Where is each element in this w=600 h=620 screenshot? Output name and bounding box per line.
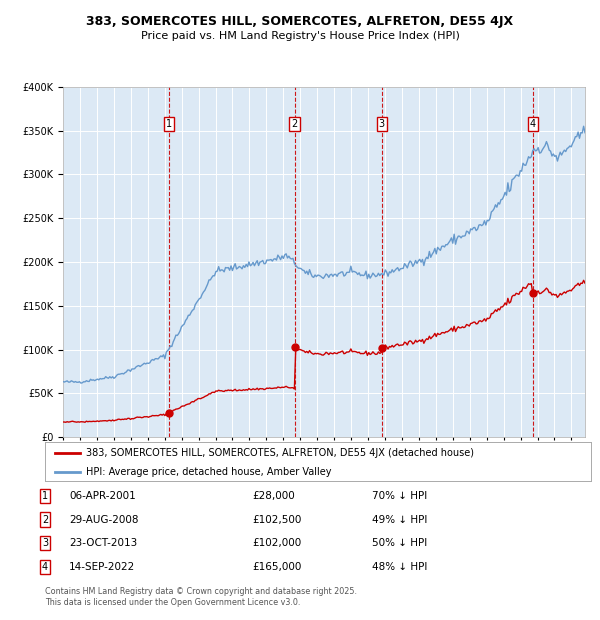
Text: HPI: Average price, detached house, Amber Valley: HPI: Average price, detached house, Ambe… <box>86 467 331 477</box>
Text: 06-APR-2001: 06-APR-2001 <box>69 491 136 501</box>
Text: 14-SEP-2022: 14-SEP-2022 <box>69 562 135 572</box>
Text: 1: 1 <box>166 118 172 128</box>
Text: 50% ↓ HPI: 50% ↓ HPI <box>372 538 427 548</box>
Text: 2: 2 <box>292 118 298 128</box>
Point <box>377 343 386 353</box>
Text: This data is licensed under the Open Government Licence v3.0.: This data is licensed under the Open Gov… <box>45 598 301 607</box>
Text: 70% ↓ HPI: 70% ↓ HPI <box>372 491 427 501</box>
Point <box>164 407 174 417</box>
Text: 48% ↓ HPI: 48% ↓ HPI <box>372 562 427 572</box>
Point <box>528 288 538 298</box>
Text: 4: 4 <box>530 118 536 128</box>
Point <box>290 342 299 352</box>
Text: £102,000: £102,000 <box>252 538 301 548</box>
Text: 49% ↓ HPI: 49% ↓ HPI <box>372 515 427 525</box>
Text: 383, SOMERCOTES HILL, SOMERCOTES, ALFRETON, DE55 4JX (detached house): 383, SOMERCOTES HILL, SOMERCOTES, ALFRET… <box>86 448 474 458</box>
Text: £102,500: £102,500 <box>252 515 301 525</box>
Text: 1: 1 <box>42 491 48 501</box>
Text: Price paid vs. HM Land Registry's House Price Index (HPI): Price paid vs. HM Land Registry's House … <box>140 31 460 41</box>
Text: £165,000: £165,000 <box>252 562 301 572</box>
Text: £28,000: £28,000 <box>252 491 295 501</box>
Text: 383, SOMERCOTES HILL, SOMERCOTES, ALFRETON, DE55 4JX: 383, SOMERCOTES HILL, SOMERCOTES, ALFRET… <box>86 16 514 28</box>
Text: 3: 3 <box>42 538 48 548</box>
Text: 3: 3 <box>379 118 385 128</box>
Text: Contains HM Land Registry data © Crown copyright and database right 2025.: Contains HM Land Registry data © Crown c… <box>45 587 357 596</box>
Text: 23-OCT-2013: 23-OCT-2013 <box>69 538 137 548</box>
Text: 29-AUG-2008: 29-AUG-2008 <box>69 515 139 525</box>
Text: 2: 2 <box>42 515 48 525</box>
Text: 4: 4 <box>42 562 48 572</box>
